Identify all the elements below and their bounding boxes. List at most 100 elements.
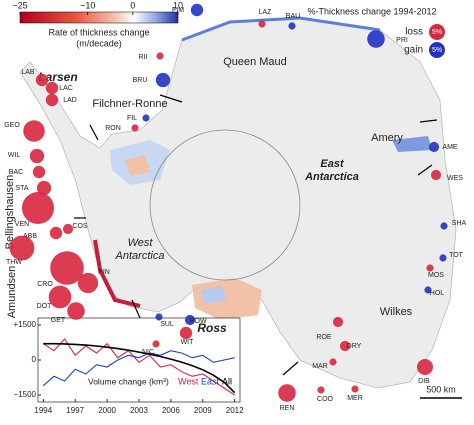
shelf-label: MER	[347, 395, 363, 402]
series-line	[43, 342, 236, 394]
y-tick-label: 0	[32, 355, 37, 364]
shelf-change	[49, 226, 63, 240]
divider-lines	[74, 94, 438, 376]
series-line	[42, 338, 236, 396]
shelf-change	[258, 20, 266, 28]
x-tick-label: 2006	[162, 406, 180, 415]
shelf-change	[77, 272, 99, 294]
shelf-label: GEO	[4, 122, 20, 129]
amery-shelf	[392, 136, 432, 152]
colorbar-tick-label: −25	[12, 0, 27, 10]
legend-circle	[428, 23, 446, 41]
shelf-label: PIN	[98, 269, 110, 276]
x-tick-label: 2012	[226, 406, 244, 415]
shelf-change	[62, 223, 74, 235]
shelf-label: AME	[442, 144, 458, 151]
shelf-label: LAC	[59, 85, 73, 92]
shelf-label: PRI	[396, 37, 408, 44]
shelf-change	[329, 358, 337, 366]
colorbar-tick-label: 0	[130, 0, 135, 10]
shelf-label: WES	[447, 175, 463, 182]
shelf-label: DOT	[37, 303, 53, 310]
shelf-label: SUL	[160, 321, 174, 328]
shelf-label: FIM	[172, 7, 184, 14]
shelf-change	[351, 385, 359, 393]
region-label: Ross	[197, 321, 227, 335]
legend-circle-label: 5%	[432, 29, 442, 36]
shelf-change	[45, 81, 59, 95]
shelf-change	[184, 314, 196, 326]
shelf-label: STA	[15, 185, 28, 192]
region-label: Amundsen	[6, 266, 18, 319]
legend-entry: All	[222, 376, 232, 386]
inset-frame	[37, 317, 241, 403]
shelf-label: TOT	[449, 252, 464, 259]
shelf-label: VEN	[15, 221, 29, 228]
region-label: Filchner-Ronne	[92, 98, 167, 110]
region-label: Antarctica	[304, 171, 359, 183]
shelf-label: LAB	[21, 69, 35, 76]
colorbar-title: Rate of thickness change	[48, 27, 149, 37]
shelf-change	[156, 52, 164, 60]
shelf-change	[50, 251, 84, 285]
shelf-change	[155, 72, 171, 88]
shelf-label: THW	[6, 259, 22, 266]
legend-loss: loss	[405, 27, 423, 38]
shelf-change	[426, 264, 434, 272]
shelf-label: BRU	[133, 77, 148, 84]
y-axis-label: Volume change (km³)	[88, 376, 169, 386]
shelf-change	[142, 114, 150, 122]
shelf-change	[155, 313, 163, 321]
shelf-label: BAU	[286, 13, 300, 20]
shelf-label: FIL	[127, 115, 137, 122]
shelf-change	[131, 124, 139, 132]
shelf-label: ROW	[189, 318, 207, 325]
shelf-label: MOS	[428, 272, 444, 279]
shelf-label: SHA	[452, 220, 467, 227]
legend-title: %-Thickness change 1994-2012	[307, 6, 436, 16]
shelf-label: GET	[51, 317, 66, 324]
x-tick-label: 1997	[66, 406, 84, 415]
shelf-change	[332, 316, 344, 328]
shelf-label: REN	[280, 405, 295, 412]
shelf-change	[288, 22, 296, 30]
region-label: East	[320, 158, 345, 170]
shelf-change	[36, 180, 52, 196]
shelf-label: MAR	[312, 363, 328, 370]
ronne-thinning	[125, 155, 150, 176]
legend-circle-label: 5%	[432, 47, 442, 54]
shelf-label: LAZ	[259, 9, 273, 16]
shelf-change	[179, 326, 193, 340]
legend-gain: gain	[404, 45, 423, 56]
queen-maud-coast	[181, 16, 381, 42]
colorbar	[19, 11, 179, 24]
shelf-change	[367, 30, 385, 48]
shelf-change	[339, 340, 351, 352]
region-label: Antarctica	[115, 250, 165, 262]
shelf-change	[278, 384, 296, 402]
colorbar-tick-label: 10	[173, 0, 183, 10]
shelf-label: ABB	[23, 233, 37, 240]
x-tick-label: 2000	[98, 406, 116, 415]
shelf-label: DRY	[347, 343, 362, 350]
legend-circle	[428, 41, 446, 59]
shelf-label: ROE	[316, 334, 332, 341]
region-label: West	[128, 237, 154, 249]
x-tick-label: 2009	[194, 406, 212, 415]
x-tick-label: 1994	[34, 406, 52, 415]
scale-label: 500 km	[426, 384, 456, 394]
shelf-change	[35, 73, 49, 87]
shelf-change	[45, 93, 59, 107]
legend-entry: West	[178, 376, 199, 386]
shelf-change	[190, 3, 204, 17]
region-label: Amery	[371, 132, 403, 144]
shelf-label: COO	[317, 396, 334, 403]
shelf-label: RON	[105, 125, 121, 132]
y-tick-label: +1500	[14, 320, 37, 329]
amundsen-coast	[93, 239, 141, 308]
shelf-change	[428, 141, 440, 153]
y-tick-label: −1500	[14, 390, 37, 399]
shelf-label: RII	[139, 54, 148, 61]
pole-circle	[149, 129, 301, 281]
